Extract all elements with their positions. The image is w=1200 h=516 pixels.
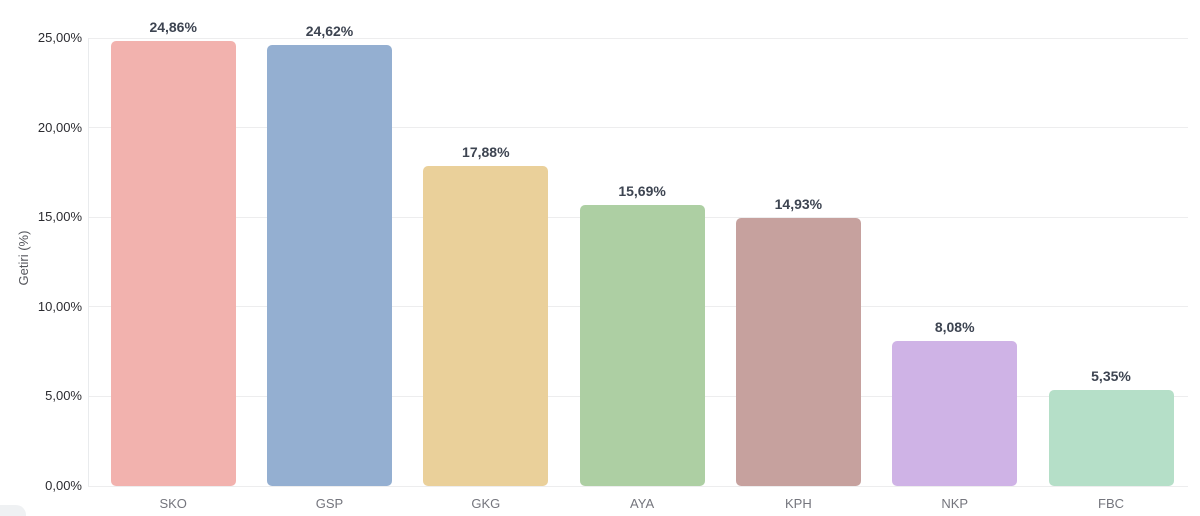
x-axis-label: NKP xyxy=(941,496,969,511)
y-axis-title: Getiri (%) xyxy=(16,230,31,286)
x-axis-label: AYA xyxy=(630,496,655,511)
bar-value-label: 15,69% xyxy=(618,182,666,199)
x-axis-label: KPH xyxy=(785,496,812,511)
bar-nkp[interactable] xyxy=(892,341,1018,486)
bar-fbc[interactable] xyxy=(1048,390,1174,486)
gridline xyxy=(88,37,1188,39)
bar-gkg[interactable] xyxy=(423,165,549,486)
y-tick-label: 10,00% xyxy=(37,298,82,314)
y-tick-label: 25,00% xyxy=(37,30,82,45)
bar-kph[interactable] xyxy=(735,218,861,486)
gridline xyxy=(88,485,1188,487)
bar-gsp[interactable] xyxy=(267,44,392,486)
x-axis-label: FBC xyxy=(1098,496,1124,511)
bar-value-label: 24,86% xyxy=(149,18,197,35)
y-axis-line xyxy=(88,38,89,486)
x-axis-label: GSP xyxy=(315,496,344,511)
bar-value-label: 5,35% xyxy=(1091,368,1131,385)
x-axis-label: GKG xyxy=(471,496,501,511)
bar-aya[interactable] xyxy=(579,204,705,486)
y-tick-label: 0,00% xyxy=(45,478,82,493)
y-tick-label: 15,00% xyxy=(37,209,82,225)
y-tick-label: 5,00% xyxy=(45,388,82,404)
bar-sko[interactable] xyxy=(110,40,236,486)
gridline xyxy=(88,127,1188,129)
bar-value-label: 17,88% xyxy=(462,143,510,160)
bar-value-label: 14,93% xyxy=(774,196,823,213)
bottom-left-partial-element xyxy=(0,505,26,516)
bar-value-label: 24,62% xyxy=(305,22,354,39)
y-tick-label: 20,00% xyxy=(37,119,82,135)
bar-value-label: 8,08% xyxy=(934,319,975,336)
x-axis-label: SKO xyxy=(159,496,187,511)
